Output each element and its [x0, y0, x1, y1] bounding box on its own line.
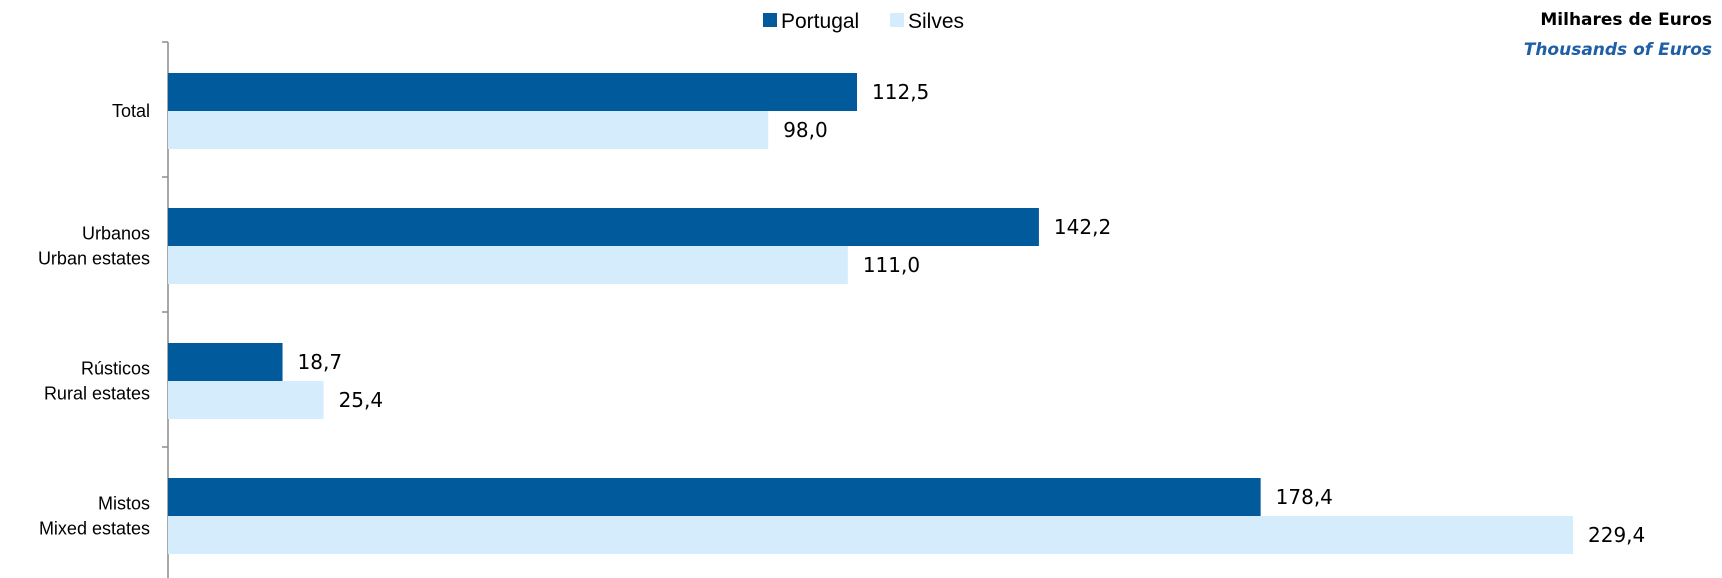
- category-label-3: Mistos: [98, 494, 150, 514]
- data-label-silves-1: 111,0: [863, 253, 920, 277]
- data-label-silves-0: 98,0: [783, 118, 828, 142]
- bar-silves-3: [168, 516, 1573, 554]
- category-label-0: Total: [112, 101, 150, 121]
- legend-label-silves: Silves: [908, 10, 964, 33]
- data-label-silves-2: 25,4: [339, 388, 384, 412]
- data-label-silves-3: 229,4: [1588, 523, 1645, 547]
- data-label-portugal-2: 18,7: [298, 350, 343, 374]
- bar-portugal-2: [168, 343, 283, 381]
- unit-label: Milhares de Euros: [1540, 10, 1712, 30]
- data-label-portugal-3: 178,4: [1276, 485, 1333, 509]
- bar-portugal-1: [168, 208, 1039, 246]
- bar-portugal-0: [168, 73, 858, 111]
- category-label-2: Rural estates: [44, 384, 150, 404]
- category-label-3: Mixed estates: [39, 519, 150, 539]
- data-label-portugal-0: 112,5: [872, 80, 929, 104]
- legend-swatch-portugal: [763, 13, 777, 27]
- bar-portugal-3: [168, 478, 1261, 516]
- data-label-portugal-1: 142,2: [1054, 215, 1111, 239]
- unit-label-english: Thousands of Euros: [1523, 40, 1712, 60]
- category-label-1: Urbanos: [82, 224, 150, 244]
- category-label-1: Urban estates: [38, 249, 150, 269]
- bar-silves-0: [168, 111, 769, 149]
- legend-label-portugal: Portugal: [781, 10, 859, 33]
- bar-silves-2: [168, 381, 324, 419]
- category-label-2: Rústicos: [81, 359, 150, 379]
- legend-swatch-silves: [890, 13, 904, 27]
- bar-silves-1: [168, 246, 848, 284]
